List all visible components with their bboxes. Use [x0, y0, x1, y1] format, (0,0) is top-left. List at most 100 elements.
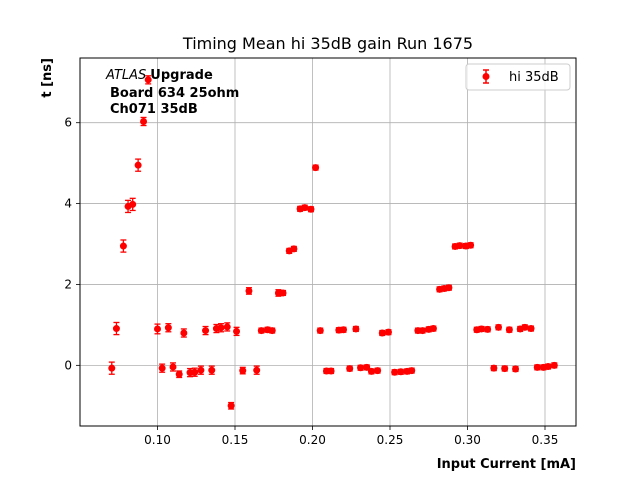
y-tick-label: 4 — [64, 197, 72, 211]
data-marker — [346, 365, 354, 373]
data-point — [346, 365, 354, 373]
data-point — [119, 239, 127, 253]
data-marker — [129, 200, 137, 208]
data-point — [169, 362, 177, 372]
data-marker — [544, 363, 552, 371]
data-marker — [397, 368, 405, 376]
data-marker — [279, 289, 287, 297]
data-marker — [391, 368, 399, 376]
data-point — [134, 158, 142, 172]
data-point — [233, 326, 241, 337]
data-marker — [245, 287, 253, 295]
data-marker — [227, 402, 235, 410]
data-point — [484, 325, 492, 333]
data-point — [144, 75, 152, 85]
data-marker — [217, 324, 225, 332]
data-point — [352, 325, 360, 333]
data-marker — [467, 241, 475, 249]
data-marker — [223, 323, 231, 331]
data-point — [208, 365, 216, 375]
data-marker — [108, 364, 116, 372]
data-marker — [191, 368, 199, 376]
y-tick-label: 0 — [64, 358, 72, 372]
data-point — [239, 366, 247, 375]
data-point — [175, 370, 183, 379]
data-point — [357, 364, 365, 372]
data-point — [501, 365, 509, 373]
data-marker — [316, 327, 324, 335]
data-point — [257, 327, 265, 335]
data-point — [533, 363, 541, 371]
x-tick-label: 0.30 — [454, 433, 481, 447]
data-point — [527, 325, 535, 333]
data-marker — [357, 364, 365, 372]
data-marker — [550, 361, 558, 369]
chart-title: Timing Mean hi 35dB gain Run 1675 — [182, 34, 473, 53]
data-point — [367, 367, 375, 375]
data-point — [245, 287, 253, 295]
data-point — [154, 323, 161, 335]
data-point — [495, 323, 502, 331]
data-point — [253, 365, 261, 375]
data-point — [477, 325, 485, 333]
data-marker — [533, 363, 541, 371]
annotation-line-2: Board 634 25ohm — [110, 86, 239, 101]
data-point — [316, 327, 324, 335]
data-marker — [253, 366, 261, 374]
data-marker — [490, 364, 498, 372]
data-marker — [419, 327, 427, 335]
data-point — [268, 327, 276, 335]
data-marker — [144, 76, 152, 84]
data-point — [408, 367, 416, 375]
y-axis-label: t [ns] — [40, 58, 55, 98]
data-marker — [484, 325, 492, 333]
data-point — [217, 323, 225, 333]
data-marker — [197, 366, 205, 374]
data-point — [490, 364, 498, 372]
data-point — [419, 327, 427, 335]
data-marker — [164, 324, 172, 332]
data-point — [429, 325, 437, 333]
data-marker — [140, 117, 148, 125]
data-point — [129, 197, 137, 212]
annotation-line-1: ATLAS Upgrade — [105, 68, 213, 83]
plot-frame — [79, 57, 577, 427]
data-point — [202, 325, 210, 336]
data-point — [140, 116, 148, 127]
data-point — [467, 241, 475, 249]
legend-box — [465, 63, 571, 91]
annotation-line-3: Ch071 35dB — [110, 102, 198, 117]
data-marker — [312, 164, 320, 172]
data-marker — [445, 284, 453, 292]
data-point — [521, 323, 529, 331]
data-marker — [233, 327, 241, 335]
data-point — [391, 368, 399, 376]
data-marker — [352, 325, 360, 333]
data-marker — [378, 329, 386, 337]
data-point — [512, 365, 520, 373]
annotation-upgrade: Upgrade — [150, 68, 213, 83]
data-point — [108, 361, 116, 375]
data-marker — [268, 327, 276, 335]
data-point — [290, 245, 298, 253]
data-marker — [327, 367, 335, 375]
data-point — [340, 326, 347, 334]
data-point — [397, 368, 405, 376]
data-marker — [301, 204, 309, 212]
data-point — [456, 242, 464, 250]
x-tick-label: 0.35 — [532, 433, 559, 447]
data-marker — [169, 363, 177, 371]
data-point — [374, 367, 382, 375]
y-tick-label: 2 — [64, 277, 72, 291]
data-marker — [239, 367, 247, 375]
data-marker — [384, 328, 392, 336]
data-point — [312, 164, 320, 172]
data-point — [378, 329, 386, 337]
data-marker — [175, 370, 183, 378]
data-point — [191, 367, 199, 377]
data-point — [164, 323, 172, 333]
data-marker — [119, 242, 127, 250]
legend: hi 35dB — [465, 63, 571, 91]
data-point — [301, 204, 309, 212]
